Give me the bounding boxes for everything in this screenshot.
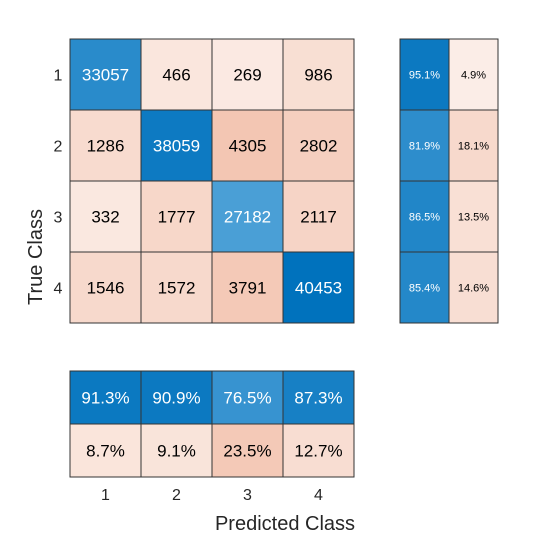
row-summary-correct-value: 86.5%	[409, 212, 440, 224]
row-summary-incorrect-value: 14.6%	[458, 283, 489, 295]
x-axis-label: Predicted Class	[215, 513, 355, 535]
column-summary-correct-cell	[140, 370, 213, 425]
row-summary-incorrect-value: 4.9%	[461, 70, 486, 82]
column-summary-incorrect-value: 8.7%	[86, 442, 125, 461]
row-summary-correct-cell	[399, 251, 450, 324]
matrix-cell	[69, 38, 142, 111]
y-axis-label: True Class	[25, 209, 47, 305]
matrix-cell-value: 269	[233, 66, 261, 85]
column-summary-correct-cell	[69, 370, 142, 425]
column-summary-correct-value: 91.3%	[81, 389, 129, 408]
x-tick-label: 3	[243, 487, 252, 504]
matrix-cell-value: 27182	[224, 208, 271, 227]
column-summary-incorrect-cell	[282, 423, 355, 478]
matrix-cell-value: 4305	[229, 137, 267, 156]
matrix-cell-value: 986	[304, 66, 332, 85]
y-tick-label: 2	[54, 139, 63, 156]
column-summary-correct-value: 87.3%	[294, 389, 342, 408]
row-summary-incorrect-cell	[448, 180, 499, 253]
row-summary-incorrect-cell	[448, 109, 499, 182]
column-summary-correct-value: 90.9%	[152, 389, 200, 408]
matrix-cell	[282, 180, 355, 253]
x-tick-label: 1	[101, 487, 110, 504]
row-summary-incorrect-cell	[448, 38, 499, 111]
matrix-cell-value: 3791	[229, 279, 267, 298]
matrix-cell	[140, 38, 213, 111]
row-summary-correct-value: 95.1%	[409, 70, 440, 82]
column-summary-correct-value: 76.5%	[223, 389, 271, 408]
column-summary-correct-cell	[282, 370, 355, 425]
row-summary-correct-cell	[399, 180, 450, 253]
x-tick-label: 2	[172, 487, 181, 504]
row-summary-incorrect-value: 18.1%	[458, 141, 489, 153]
matrix-cell	[282, 109, 355, 182]
row-summary-incorrect-cell	[448, 251, 499, 324]
matrix-cell-value: 1572	[158, 279, 196, 298]
column-summary-correct-cell	[211, 370, 284, 425]
row-summary-correct-value: 81.9%	[409, 141, 440, 153]
matrix-cell-value: 38059	[153, 137, 200, 156]
matrix-cell-value: 33057	[82, 66, 129, 85]
matrix-cell	[282, 38, 355, 111]
column-summary-incorrect-value: 12.7%	[294, 442, 342, 461]
column-summary: 91.3% 8.7% 90.9% 9.1% 76.5% 23.5% 87.3% 12.7%	[69, 370, 355, 478]
matrix-cell	[140, 251, 213, 324]
column-summary-incorrect-cell	[140, 423, 213, 478]
row-summary-correct-cell	[399, 109, 450, 182]
matrix-cell-value: 2117	[300, 208, 337, 227]
x-tick-labels: 1 2 3 4	[101, 487, 323, 504]
y-tick-label: 1	[54, 68, 63, 85]
matrix-cell-value: 466	[162, 66, 190, 85]
column-summary-incorrect-value: 9.1%	[157, 442, 196, 461]
matrix-cell-value: 1546	[87, 279, 125, 298]
matrix-cell-value: 2802	[300, 137, 338, 156]
confusion-matrix: 33057 466 269 986 1286 38059 4305 2802 332 1777 27…	[69, 38, 355, 324]
matrix-cell-value: 40453	[295, 279, 342, 298]
matrix-cell-value: 1286	[87, 137, 125, 156]
row-summary-incorrect-value: 13.5%	[458, 212, 489, 224]
row-summary-correct-cell	[399, 38, 450, 111]
row-summary-correct-value: 85.4%	[409, 283, 440, 295]
y-tick-label: 3	[54, 210, 63, 227]
row-summary: 95.1% 4.9% 81.9% 18.1% 86.5% 13.5% 85.4% 14.6%	[399, 38, 499, 324]
matrix-cell	[140, 180, 213, 253]
column-summary-incorrect-value: 23.5%	[223, 442, 271, 461]
matrix-cell	[282, 251, 355, 324]
x-tick-label: 4	[314, 487, 323, 504]
matrix-cell	[211, 38, 284, 111]
matrix-cell-value: 1777	[158, 208, 196, 227]
matrix-cell	[69, 251, 142, 324]
matrix-cell-value: 332	[91, 208, 119, 227]
y-tick-labels: 1 2 3 4	[54, 68, 63, 298]
y-tick-label: 4	[54, 281, 63, 298]
matrix-cell	[140, 109, 213, 182]
